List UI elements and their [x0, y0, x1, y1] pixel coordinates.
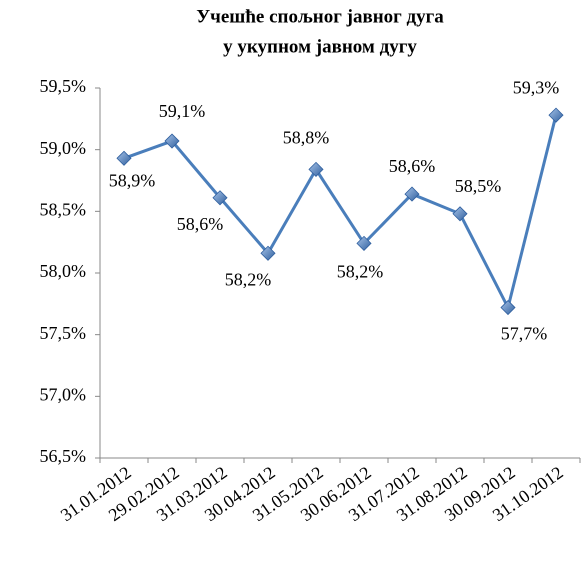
marker [260, 245, 276, 261]
y-tick-label: 58,0% [40, 261, 87, 281]
data-label: 57,7% [501, 324, 548, 344]
chart-title: у укупном јавном дугу [223, 36, 417, 57]
data-label: 59,1% [159, 101, 206, 121]
line [123, 114, 558, 312]
y-tick-label: 59,0% [40, 138, 87, 158]
marker [500, 299, 516, 316]
marker [308, 161, 324, 177]
data-label: 58,2% [225, 269, 272, 289]
data-label: 58,2% [337, 262, 384, 282]
marker [548, 107, 564, 123]
data-label: 58,5% [455, 176, 502, 196]
marker [164, 133, 180, 149]
data-label: 58,8% [283, 128, 330, 148]
data-label: 58,6% [177, 214, 224, 234]
data-label: 58,6% [389, 156, 436, 176]
marker [116, 150, 132, 166]
data-label: 58,9% [109, 170, 156, 190]
marker [404, 186, 420, 202]
marker [212, 190, 228, 206]
marker [356, 235, 372, 251]
y-tick-label: 56,5% [40, 446, 87, 466]
y-tick-label: 57,5% [40, 323, 87, 343]
y-tick-label: 57,0% [40, 384, 87, 404]
marker [452, 206, 468, 222]
data-label: 59,3% [513, 77, 560, 97]
y-tick-label: 58,5% [40, 199, 87, 219]
chart-title: Учешће спољног јавног дуга [196, 6, 444, 27]
y-tick-label: 59,5% [40, 76, 87, 96]
